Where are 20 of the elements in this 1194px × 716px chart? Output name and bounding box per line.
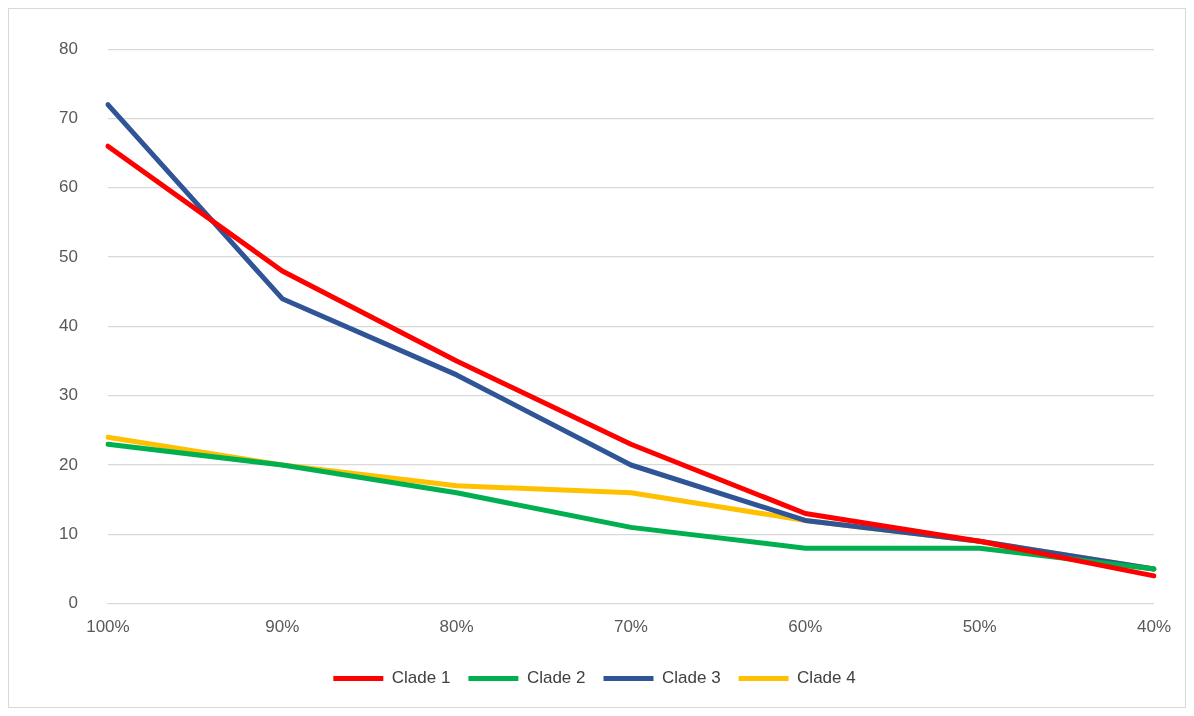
x-tick-label: 100%: [86, 617, 130, 637]
y-tick-label: 50: [58, 246, 78, 266]
y-tick-label: 40: [58, 316, 78, 336]
legend-label: Clade 4: [797, 668, 856, 688]
y-tick-label: 0: [68, 593, 78, 613]
x-tick-label: 70%: [613, 617, 648, 637]
y-tick-label: 20: [58, 454, 78, 474]
legend-label: Clade 1: [391, 668, 451, 688]
y-tick-label: 30: [58, 385, 78, 405]
x-tick-label: 40%: [1136, 617, 1171, 637]
x-tick-label: 90%: [265, 617, 300, 637]
y-tick-label: 60: [58, 177, 78, 197]
x-tick-label: 60%: [788, 617, 823, 637]
y-tick-label: 80: [58, 38, 78, 58]
y-tick-label: 10: [58, 523, 78, 543]
x-tick-label: 50%: [962, 617, 997, 637]
y-tick-label: 70: [58, 108, 78, 128]
legend-label: Clade 2: [526, 668, 586, 688]
legend-label: Clade 3: [662, 668, 721, 688]
x-tick-label: 80%: [439, 617, 474, 637]
